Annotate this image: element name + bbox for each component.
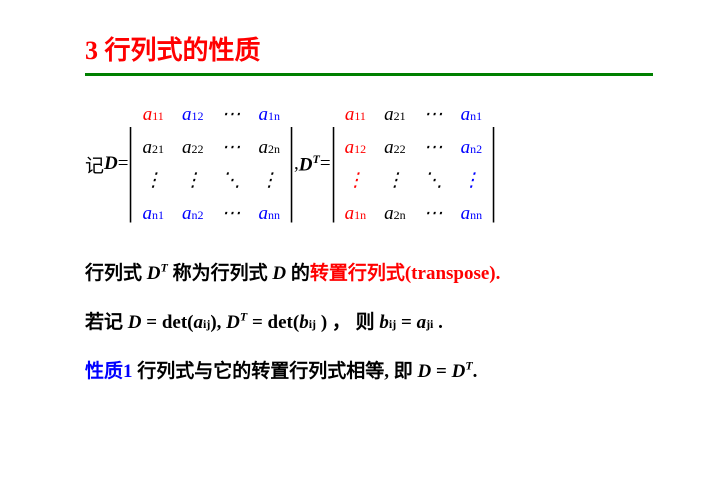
matrix-D: a11a12⋯a1n a21a22⋯a2n ⋮⋮⋱⋮ an1an2⋯ann	[134, 98, 290, 230]
det-D: | a11a12⋯a1n a21a22⋯a2n ⋮⋮⋱⋮ an1an2⋯ann …	[128, 98, 294, 230]
section-title: 3 行列式的性质	[85, 30, 653, 67]
matrix-DT: a11a21⋯an1 a12a22⋯an2 ⋮⋮⋱⋮ a1na2n⋯ann	[336, 98, 492, 230]
D: D	[104, 153, 118, 175]
property-1: 性质1 行列式与它的转置行列式相等, 即 D = DT.	[85, 356, 653, 383]
DT: DT	[299, 152, 320, 176]
notation-line: 若记 D = det(aij), DT = det(bij ) ， 则 bij …	[85, 307, 653, 334]
determinant-definition: 记 D = | a11a12⋯a1n a21a22⋯a2n ⋮⋮⋱⋮ an1an…	[85, 98, 653, 230]
title-rule	[85, 73, 653, 76]
intro-text: 记	[85, 151, 104, 178]
equals2: =	[320, 153, 331, 175]
det-DT: | a11a21⋯an1 a12a22⋯an2 ⋮⋮⋱⋮ a1na2n⋯ann …	[331, 98, 497, 230]
transpose-description: 行列式 DT 称为行列式 D 的转置行列式(transpose).	[85, 258, 653, 285]
